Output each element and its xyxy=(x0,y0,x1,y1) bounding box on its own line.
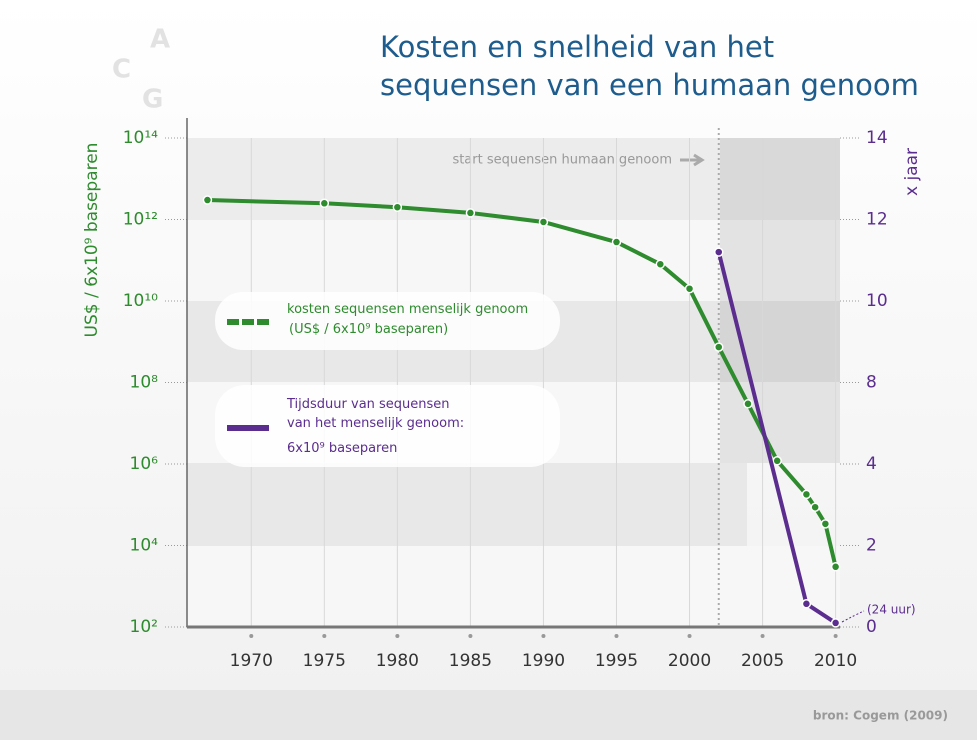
point-marker xyxy=(203,196,211,204)
y-tick-label: 10¹⁰ xyxy=(123,291,158,311)
page: A C G US$ / 6x10⁹ baseparen x jaar start… xyxy=(0,0,977,740)
y2-tick-label: 8 xyxy=(866,373,877,393)
x-tick-label: 1995 xyxy=(595,651,638,671)
y-tick-label: 10⁸ xyxy=(130,373,159,393)
y2-tick-label: 10 xyxy=(866,291,888,311)
y-tick-label: 10⁶ xyxy=(130,454,159,474)
point-marker xyxy=(811,503,819,511)
point-marker xyxy=(320,199,328,207)
x-tick-label: 2005 xyxy=(741,651,784,671)
point-marker xyxy=(715,248,723,256)
y-tick-label: 10⁴ xyxy=(130,536,159,556)
y2-tick-label: 2 xyxy=(866,536,877,556)
x-tick xyxy=(468,634,472,638)
x-tick-label: 1975 xyxy=(303,651,346,671)
point-marker xyxy=(821,520,829,528)
point-marker xyxy=(832,619,840,627)
x-tick xyxy=(541,634,545,638)
legend-item: Tijdsduur van sequensen van het menselij… xyxy=(215,385,560,467)
point-marker xyxy=(773,457,781,465)
x-tick xyxy=(834,634,838,638)
legend-item: kosten sequensen menselijk genoom (US$ /… xyxy=(215,292,560,350)
x-tick xyxy=(761,634,765,638)
background-letter: G xyxy=(142,85,163,115)
legend-label: kosten sequensen menselijk genoom xyxy=(287,302,528,317)
band xyxy=(187,546,840,627)
legend-label: Tijdsduur van sequensen van het menselij… xyxy=(287,395,477,433)
y-tick-label: 10¹² xyxy=(123,210,158,230)
shaded-region xyxy=(720,138,840,463)
point-marker xyxy=(656,260,664,268)
legend-note: (US$ / 6x10⁹ baseparen) xyxy=(289,322,448,337)
y2-tick-label: 4 xyxy=(866,454,877,474)
source: bron: Cogem (2009) xyxy=(813,709,948,723)
y2-tick-label: 12 xyxy=(866,210,888,230)
point-marker xyxy=(802,490,810,498)
x-tick-label: 2000 xyxy=(668,651,711,671)
point-marker xyxy=(466,209,474,217)
point-marker xyxy=(612,238,620,246)
annotation-pointer xyxy=(842,611,864,622)
x-tick-label: 1990 xyxy=(522,651,565,671)
x-tick-label: 1985 xyxy=(449,651,492,671)
y2-tick-label: 14 xyxy=(866,128,888,148)
x-tick-label: 1980 xyxy=(376,651,419,671)
y-tick-label: 10² xyxy=(130,617,158,637)
y2-axis-label: x jaar xyxy=(902,148,922,196)
point-marker xyxy=(802,600,810,608)
point-marker xyxy=(715,343,723,351)
band xyxy=(187,463,747,546)
point-marker xyxy=(393,203,401,211)
x-tick-label: 2010 xyxy=(814,651,857,671)
point-marker xyxy=(832,563,840,571)
x-tick xyxy=(249,634,253,638)
annotation: start sequensen humaan genoom xyxy=(452,153,672,168)
background-letter: C xyxy=(112,55,131,85)
point-marker xyxy=(686,285,694,293)
point-marker xyxy=(744,400,752,408)
y-axis-label: US$ / 6x10⁹ baseparen xyxy=(82,143,102,338)
legend-swatch xyxy=(227,425,269,431)
legend-note: 6x10⁹ baseparen xyxy=(287,441,397,456)
annotation: (24 uur) xyxy=(867,603,916,617)
chart: A C G US$ / 6x10⁹ baseparen x jaar start… xyxy=(0,0,977,740)
y-tick-label: 10¹⁴ xyxy=(123,128,158,148)
x-tick xyxy=(688,634,692,638)
x-tick xyxy=(614,634,618,638)
x-tick-label: 1970 xyxy=(230,651,273,671)
y2-tick-label: 0 xyxy=(866,617,877,637)
plot-background xyxy=(187,138,840,627)
x-tick xyxy=(322,634,326,638)
chart-title: Kosten en snelheid van het sequensen van… xyxy=(380,28,940,104)
legend-swatch xyxy=(227,319,269,325)
x-tick xyxy=(395,634,399,638)
background-letter: A xyxy=(150,25,170,55)
point-marker xyxy=(539,218,547,226)
